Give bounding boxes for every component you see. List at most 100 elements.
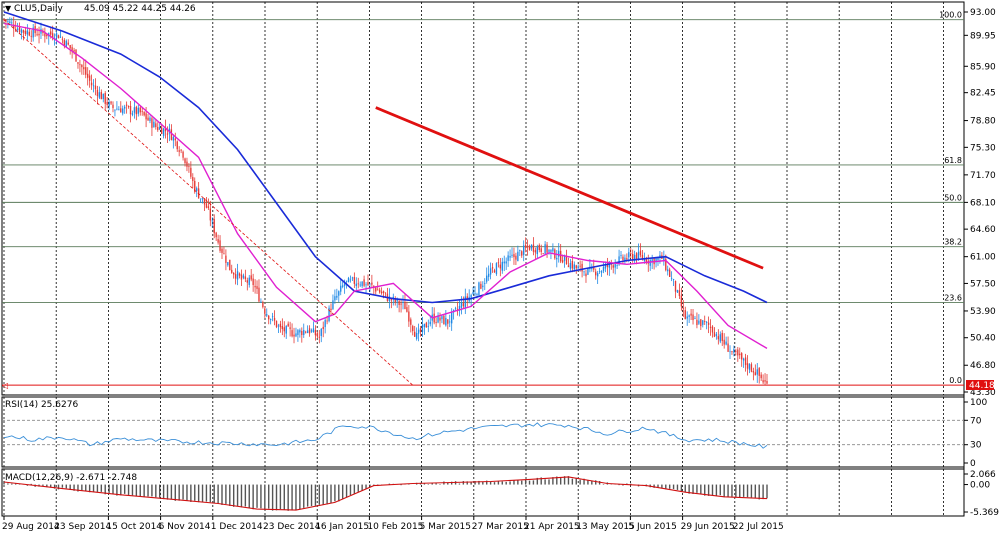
candle-body <box>184 158 186 164</box>
candle-body <box>357 283 359 285</box>
candle-body <box>92 85 95 87</box>
candle-body <box>528 246 531 250</box>
candle-body <box>462 303 465 307</box>
candle-body <box>32 27 34 38</box>
candle-body <box>283 327 285 332</box>
candle-body <box>692 314 694 321</box>
candle-body <box>30 35 32 37</box>
candle-body <box>741 353 743 360</box>
candle-body <box>131 113 134 115</box>
candle-body <box>303 330 305 335</box>
candle-body <box>482 285 484 288</box>
candle-body <box>221 248 223 253</box>
candle-body <box>234 274 237 279</box>
candle-body <box>704 321 706 322</box>
candle-body <box>412 326 414 332</box>
candle-body <box>122 108 124 114</box>
candle-body <box>521 251 523 256</box>
candle-body <box>460 302 463 308</box>
time-axis-label: 16 Jan 2015 <box>315 522 369 532</box>
candle-body <box>501 261 503 271</box>
candle-body <box>277 325 280 327</box>
candle-body <box>676 290 679 293</box>
candle-body <box>157 126 159 131</box>
moving-averages <box>3 11 768 350</box>
candle-body <box>125 104 128 106</box>
candle-body <box>544 244 546 254</box>
macd-signal-line <box>3 476 768 511</box>
candle-body <box>174 138 176 141</box>
candle-body <box>369 283 371 285</box>
candle-body <box>526 245 529 248</box>
candle-body <box>497 262 500 264</box>
candle-body <box>715 334 718 336</box>
candle-body <box>417 329 420 334</box>
candle-body <box>38 33 40 36</box>
candle-body <box>595 271 597 276</box>
price-axis-label: 75.30 <box>970 143 996 153</box>
time-axis-label: 5 Mar 2015 <box>420 522 471 532</box>
candle-body <box>505 261 507 264</box>
candle-body <box>108 101 110 107</box>
candle-body <box>281 325 284 330</box>
candle-body <box>285 325 287 334</box>
candle-body <box>301 331 303 336</box>
candle-body <box>90 82 93 86</box>
price-axis-label: 85.90 <box>970 62 996 72</box>
candle-body <box>450 312 453 324</box>
candle-body <box>63 40 66 46</box>
candle-body <box>240 274 243 280</box>
candle-body <box>684 310 686 319</box>
macd-series <box>3 476 768 511</box>
price-axis-label: 82.45 <box>970 89 996 99</box>
candle-body <box>340 285 342 292</box>
candle-body <box>415 333 418 339</box>
candle-body <box>390 298 393 301</box>
candle-body <box>293 334 295 337</box>
fib-anchor-line <box>3 19 414 386</box>
candle-body <box>491 267 494 269</box>
candle-body <box>190 167 192 177</box>
candle-body <box>456 309 459 310</box>
candle-body <box>199 198 202 200</box>
candle-body <box>176 141 178 150</box>
candle-body <box>153 121 155 128</box>
candle-body <box>659 255 661 258</box>
candle-body <box>737 349 739 356</box>
candle-body <box>626 258 628 260</box>
price-axis-label: 57.50 <box>970 279 996 289</box>
candle-body <box>466 296 468 300</box>
candle-body <box>310 330 313 332</box>
candle-body <box>633 254 636 261</box>
candle-body <box>18 26 21 33</box>
candle-body <box>375 287 377 292</box>
candle-body <box>88 75 91 81</box>
candle-body <box>129 105 132 115</box>
candle-body <box>493 270 496 273</box>
fibonacci-levels: 100.0 61.8 50.0 38.2 23.6 0.0 ◁ <box>1 11 964 390</box>
candle-body <box>445 317 447 326</box>
candle-body <box>559 250 562 262</box>
chart-title-arrow[interactable]: ▼ <box>5 4 12 13</box>
candle-body <box>567 265 570 268</box>
candle-body <box>248 277 250 285</box>
candle-body <box>688 315 690 317</box>
candle-body <box>513 254 515 258</box>
candle-body <box>686 316 688 319</box>
candle-body <box>289 327 291 329</box>
candle-body <box>225 255 227 263</box>
candle-body <box>118 109 120 111</box>
candle-body <box>16 28 19 31</box>
candle-body <box>641 255 644 260</box>
candle-body <box>139 107 141 113</box>
candle-body <box>668 269 671 277</box>
candle-body <box>44 33 46 37</box>
candle-body <box>205 203 208 208</box>
candle-body <box>22 30 25 33</box>
candle-body <box>486 275 488 282</box>
chart-symbol: CLU5,Daily <box>14 4 63 14</box>
candle-body <box>678 290 681 297</box>
candle-body <box>65 40 67 48</box>
candle-body <box>600 271 603 273</box>
